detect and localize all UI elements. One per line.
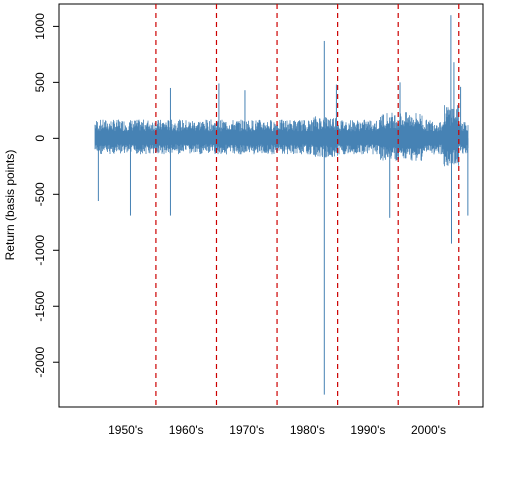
decade-label-3: 1980's <box>290 423 325 437</box>
y-tick-label-1: 500 <box>33 72 47 92</box>
plot-frame <box>58 3 484 408</box>
y-tick-label-2: 0 <box>33 135 47 142</box>
y-tick-label-0: 1000 <box>33 13 47 40</box>
returns-series-band <box>94 105 469 167</box>
decade-label-0: 1950's <box>108 423 143 437</box>
decade-label-2: 1970's <box>229 423 264 437</box>
decade-label-4: 1990's <box>350 423 385 437</box>
series-layer <box>94 15 469 395</box>
decade-label-5: 2000's <box>411 423 446 437</box>
y-axis: 1000 500 0 -500 -1000 -1500 -2000 <box>33 13 59 378</box>
y-tick-label-4: -1000 <box>33 235 47 266</box>
decade-label-1: 1960's <box>169 423 204 437</box>
y-tick-label-5: -1500 <box>33 291 47 322</box>
decade-separators <box>155 4 460 407</box>
y-tick-label-6: -2000 <box>33 347 47 378</box>
y-tick-label-3: -500 <box>33 182 47 206</box>
x-axis-decade-labels: 1950's 1960's 1970's 1980's 1990's 2000's <box>108 423 446 437</box>
y-axis-title: Return (basis points) <box>3 150 17 261</box>
